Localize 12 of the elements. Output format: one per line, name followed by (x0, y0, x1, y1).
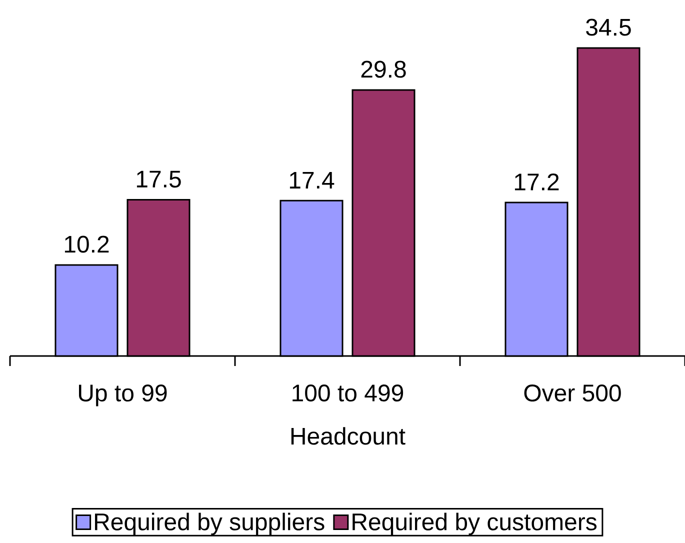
legend-label: Required by suppliers (95, 512, 324, 536)
x-tick-label: Up to 99 (78, 384, 167, 406)
data-label: 17.2 (514, 173, 559, 190)
data-label: 17.5 (136, 170, 181, 188)
data-label: 34.5 (586, 18, 631, 36)
legend-label: Required by customers (352, 512, 597, 536)
x-axis-title: Headcount (291, 427, 406, 445)
x-tick-label: 100 to 499 (292, 384, 404, 402)
data-label: 17.4 (290, 172, 334, 188)
x-tick-label: Over 500 (524, 384, 621, 402)
data-label: 10.2 (64, 236, 109, 253)
data-label: 29.8 (361, 60, 406, 78)
